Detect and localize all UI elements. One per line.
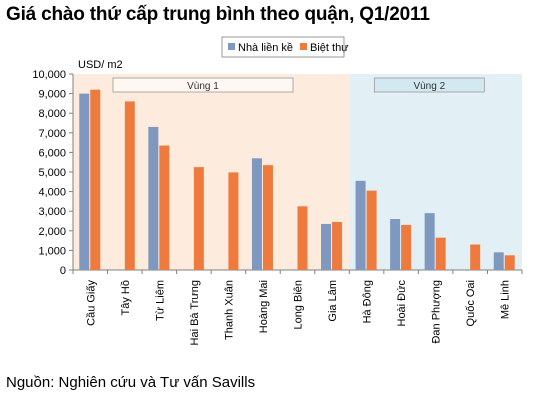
category-label: Long Biên [293,280,305,330]
source-note: Nguồn: Nghiên cứu và Tư vấn Savills [6,374,256,391]
bar-series2 [90,89,101,271]
bar-series2 [228,172,239,270]
category-label: Hà Đông [362,280,374,323]
y-tick-label: 5,000 [38,167,66,179]
bar-series2 [297,206,308,270]
bar-series2 [124,101,135,270]
zone-label-2: Vùng 2 [413,81,445,92]
bar-series1 [493,252,504,270]
bar-series2 [262,165,273,270]
bar-series1 [424,213,435,270]
bar-series2 [470,244,481,270]
y-tick-label: 8,000 [38,108,66,120]
category-label: Đan Phượng [431,280,443,344]
y-tick-label: 0 [60,265,66,277]
zone-label-box-1 [112,77,294,93]
zone-label-1: Vùng 1 [187,81,219,92]
zone-background-1 [73,74,350,270]
y-tick-label: 9,000 [38,89,66,101]
chart-title: Giá chào thứ cấp trung bình theo quận, Q… [6,4,430,25]
y-tick-label: 3,000 [38,206,66,218]
bar-series2 [332,221,343,270]
legend-swatch-series1 [228,43,235,50]
legend-box [221,36,345,58]
bar-series1 [251,158,262,270]
y-tick-label: 6,000 [38,147,66,159]
y-axis-label: USD/ m2 [78,59,123,71]
bar-series2 [159,145,170,270]
bar-series1 [148,126,159,270]
zone-background-2 [349,74,522,270]
legend-label-series1: Nhà liền kề [238,42,293,54]
category-label: Quốc Oai [465,280,477,326]
y-tick-label: 4,000 [38,187,66,199]
bar-series1 [390,219,401,270]
category-label: Tây Hồ [120,280,132,315]
bar-series1 [79,93,90,270]
category-label: Gia Lâm [327,280,339,322]
category-label: Cầu Giấy [85,280,97,326]
bar-series2 [193,167,204,270]
bar-series1 [355,180,366,270]
zone-label-box-2 [373,77,485,93]
legend-swatch-series2 [300,43,307,50]
category-label: Từ Liêm [154,280,166,321]
category-label: Mê Linh [500,280,512,319]
y-tick-label: 1,000 [38,245,66,257]
category-label: Hoàng Mai [258,280,270,333]
bar-series2 [401,224,412,270]
y-tick-label: 7,000 [38,128,66,140]
y-tick-label: 2,000 [38,226,66,238]
bar-series2 [435,237,446,270]
category-label: Hoài Đức [396,280,408,327]
category-label: Hai Bà Trưng [189,280,201,345]
y-tick-label: 10,000 [32,69,66,81]
bar-series1 [321,223,332,270]
category-label: Thanh Xuân [223,280,235,340]
bar-series2 [366,190,377,270]
bar-series2 [504,255,515,270]
legend-label-series2: Biệt thự [310,42,349,54]
